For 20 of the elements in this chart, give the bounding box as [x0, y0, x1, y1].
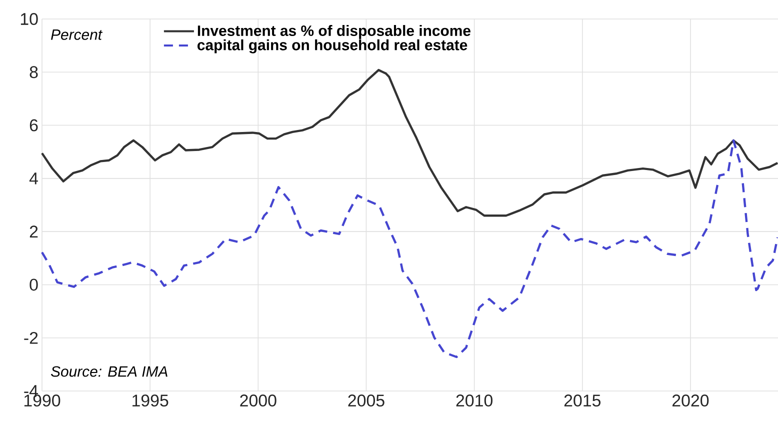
y-tick-label: 0 — [30, 278, 38, 291]
x-tick-label: 2010 — [456, 394, 492, 407]
x-tick-label: 2015 — [564, 394, 600, 407]
y-tick-label: -4 — [24, 385, 38, 397]
y-tick-label: 6 — [30, 119, 38, 132]
annotation: Source: BEA IMA — [50, 366, 168, 377]
x-tick-label: 1995 — [132, 394, 168, 407]
y-tick-label: 4 — [29, 172, 38, 184]
y-tick-label: 2 — [30, 226, 38, 238]
x-tick-label: 2000 — [240, 394, 276, 407]
y-tick-label: -2 — [24, 332, 38, 344]
annotation: Percent — [51, 29, 103, 40]
line-series — [40, 139, 778, 358]
legend-label: capital gains on household real estate — [198, 39, 468, 54]
y-tick-label: 10 — [20, 13, 38, 25]
x-tick-label: 2005 — [348, 394, 384, 407]
x-tick-label: 1990 — [24, 394, 60, 407]
legend-label: Investment as % of disposable income — [198, 25, 470, 39]
y-tick-label: 8 — [30, 66, 38, 78]
x-tick-label: 2020 — [672, 394, 709, 407]
